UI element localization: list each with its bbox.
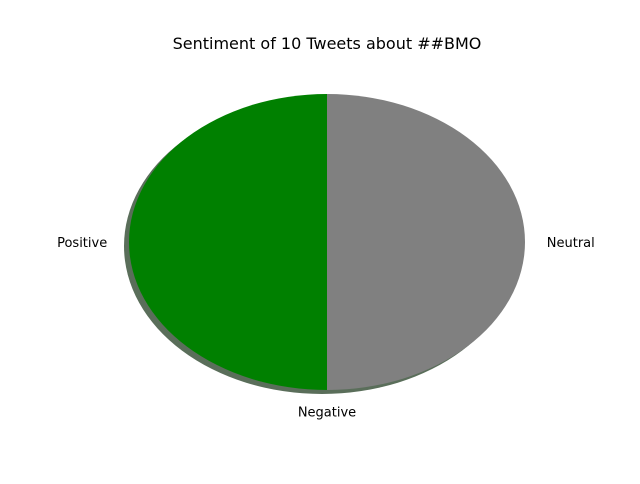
pie-slice-neutral <box>327 94 525 390</box>
pie-slice-positive <box>129 94 327 390</box>
chart-title: Sentiment of 10 Tweets about ##BMO <box>173 34 482 53</box>
pie-slices <box>129 94 525 390</box>
pie-label-negative: Negative <box>298 405 356 420</box>
pie-labels: Positive Negative Neutral <box>57 236 595 420</box>
pie-label-neutral: Neutral <box>547 236 595 251</box>
pie-label-positive: Positive <box>57 236 107 251</box>
